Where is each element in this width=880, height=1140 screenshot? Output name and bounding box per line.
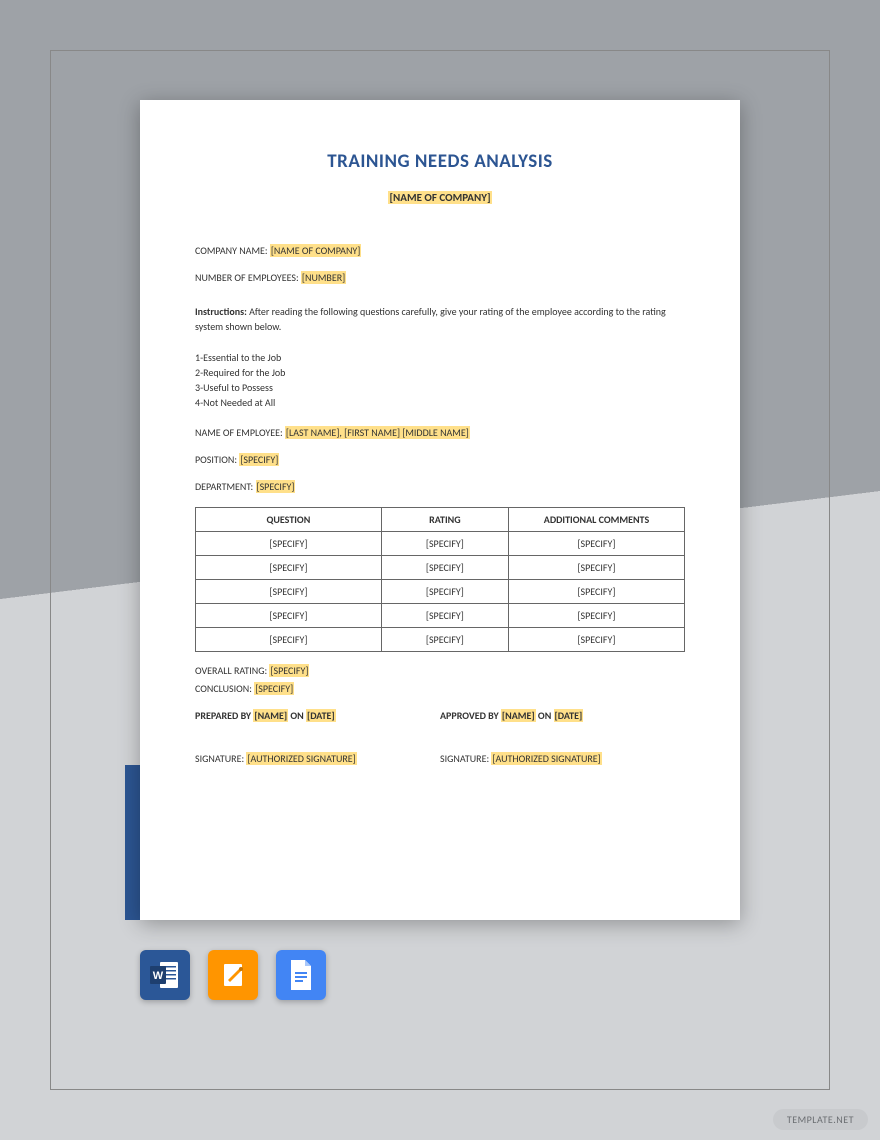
header-question: QUESTION	[196, 508, 382, 532]
position-label: POSITION:	[195, 453, 239, 466]
signature-right: SIGNATURE: [AUTHORIZED SIGNATURE]	[440, 752, 685, 765]
cell-comments: [SPECIFY]	[508, 604, 684, 628]
on-2: ON	[536, 709, 554, 722]
cell-question: [SPECIFY]	[196, 556, 382, 580]
signature-row: SIGNATURE: [AUTHORIZED SIGNATURE] SIGNAT…	[195, 752, 685, 765]
approved-by: APPROVED BY [NAME] ON [DATE]	[440, 709, 685, 722]
position-value: [SPECIFY]	[239, 453, 279, 466]
conclusion-field: CONCLUSION: [SPECIFY]	[195, 682, 685, 695]
cell-question: [SPECIFY]	[196, 532, 382, 556]
table-row: [SPECIFY] [SPECIFY] [SPECIFY]	[196, 580, 685, 604]
department-field: DEPARTMENT: [SPECIFY]	[195, 480, 685, 493]
table-header-row: QUESTION RATING ADDITIONAL COMMENTS	[196, 508, 685, 532]
instructions: Instructions: After reading the followin…	[195, 304, 685, 334]
cell-comments: [SPECIFY]	[508, 628, 684, 652]
employees-label: NUMBER OF EMPLOYEES:	[195, 271, 301, 284]
conclusion-value: [SPECIFY]	[254, 682, 294, 695]
approved-date: [DATE]	[554, 709, 584, 722]
instructions-label: Instructions:	[195, 305, 249, 318]
sig-value-2: [AUTHORIZED SIGNATURE]	[491, 752, 601, 765]
company-subtitle-value: [NAME OF COMPANY]	[388, 191, 491, 204]
cell-rating: [SPECIFY]	[381, 532, 508, 556]
cell-rating: [SPECIFY]	[381, 556, 508, 580]
cell-rating: [SPECIFY]	[381, 628, 508, 652]
rating-4: 4-Not Needed at All	[195, 395, 685, 410]
department-label: DEPARTMENT:	[195, 480, 256, 493]
header-rating: RATING	[381, 508, 508, 532]
instructions-text: After reading the following questions ca…	[195, 305, 666, 333]
cell-question: [SPECIFY]	[196, 628, 382, 652]
approved-label: APPROVED BY	[440, 709, 501, 722]
rating-1: 1-Essential to the Job	[195, 350, 685, 365]
on-1: ON	[288, 709, 306, 722]
sig-value-1: [AUTHORIZED SIGNATURE]	[246, 752, 356, 765]
overall-rating-field: OVERALL RATING: [SPECIFY]	[195, 664, 685, 677]
cell-comments: [SPECIFY]	[508, 556, 684, 580]
rating-scale: 1-Essential to the Job 2-Required for th…	[195, 350, 685, 410]
sig-label-2: SIGNATURE:	[440, 752, 491, 765]
rating-2: 2-Required for the Job	[195, 365, 685, 380]
company-subtitle: [NAME OF COMPANY]	[195, 191, 685, 204]
overall-label: OVERALL RATING:	[195, 664, 269, 677]
table-row: [SPECIFY] [SPECIFY] [SPECIFY]	[196, 532, 685, 556]
department-value: [SPECIFY]	[256, 480, 296, 493]
employee-name-field: NAME OF EMPLOYEE: [LAST NAME], [FIRST NA…	[195, 426, 685, 439]
sig-label-1: SIGNATURE:	[195, 752, 246, 765]
employee-name-value: [LAST NAME], [FIRST NAME] [MIDDLE NAME]	[285, 426, 470, 439]
company-field: COMPANY NAME: [NAME OF COMPANY]	[195, 244, 685, 257]
signature-left: SIGNATURE: [AUTHORIZED SIGNATURE]	[195, 752, 440, 765]
company-label: COMPANY NAME:	[195, 244, 270, 257]
cell-rating: [SPECIFY]	[381, 580, 508, 604]
prepared-by: PREPARED BY [NAME] ON [DATE]	[195, 709, 440, 722]
rating-3: 3-Useful to Possess	[195, 380, 685, 395]
employees-value: [NUMBER]	[301, 271, 346, 284]
cell-comments: [SPECIFY]	[508, 532, 684, 556]
format-icons: W	[140, 950, 326, 1000]
analysis-table: QUESTION RATING ADDITIONAL COMMENTS [SPE…	[195, 507, 685, 652]
cell-comments: [SPECIFY]	[508, 580, 684, 604]
overall-value: [SPECIFY]	[269, 664, 309, 677]
page-title: TRAINING NEEDS ANALYSIS	[195, 150, 685, 173]
document-page: TRAINING NEEDS ANALYSIS [NAME OF COMPANY…	[140, 100, 740, 920]
header-comments: ADDITIONAL COMMENTS	[508, 508, 684, 532]
company-value: [NAME OF COMPANY]	[270, 244, 362, 257]
cell-question: [SPECIFY]	[196, 580, 382, 604]
google-docs-icon[interactable]	[276, 950, 326, 1000]
employee-name-label: NAME OF EMPLOYEE:	[195, 426, 285, 439]
table-row: [SPECIFY] [SPECIFY] [SPECIFY]	[196, 604, 685, 628]
blue-side-tab	[125, 765, 140, 920]
prepared-name: [NAME]	[253, 709, 288, 722]
table-row: [SPECIFY] [SPECIFY] [SPECIFY]	[196, 628, 685, 652]
prepared-approved-row: PREPARED BY [NAME] ON [DATE] APPROVED BY…	[195, 709, 685, 722]
word-icon[interactable]: W	[140, 950, 190, 1000]
conclusion-label: CONCLUSION:	[195, 682, 254, 695]
cell-question: [SPECIFY]	[196, 604, 382, 628]
watermark: TEMPLATE.NET	[773, 1109, 868, 1130]
approved-name: [NAME]	[501, 709, 536, 722]
cell-rating: [SPECIFY]	[381, 604, 508, 628]
pages-icon[interactable]	[208, 950, 258, 1000]
prepared-label: PREPARED BY	[195, 709, 253, 722]
table-row: [SPECIFY] [SPECIFY] [SPECIFY]	[196, 556, 685, 580]
position-field: POSITION: [SPECIFY]	[195, 453, 685, 466]
prepared-date: [DATE]	[306, 709, 336, 722]
employees-field: NUMBER OF EMPLOYEES: [NUMBER]	[195, 271, 685, 284]
svg-text:W: W	[153, 970, 164, 982]
